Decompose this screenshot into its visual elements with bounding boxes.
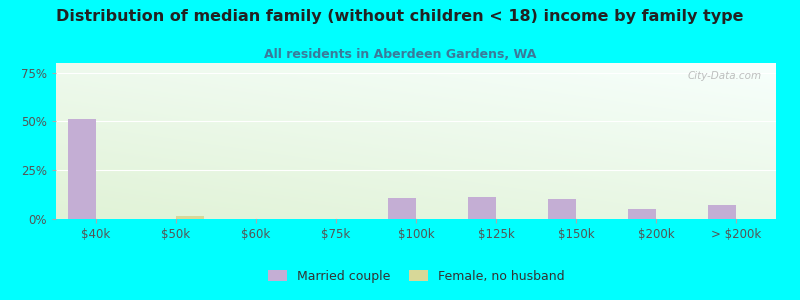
Text: City-Data.com: City-Data.com xyxy=(687,71,762,81)
Text: Distribution of median family (without children < 18) income by family type: Distribution of median family (without c… xyxy=(56,9,744,24)
Bar xyxy=(468,196,496,219)
Text: All residents in Aberdeen Gardens, WA: All residents in Aberdeen Gardens, WA xyxy=(264,48,536,61)
Bar xyxy=(708,205,736,219)
Bar xyxy=(548,199,576,219)
Bar xyxy=(628,209,656,219)
Bar xyxy=(176,216,204,219)
Bar xyxy=(388,197,416,219)
Legend: Married couple, Female, no husband: Married couple, Female, no husband xyxy=(263,265,569,288)
Bar xyxy=(68,118,96,219)
